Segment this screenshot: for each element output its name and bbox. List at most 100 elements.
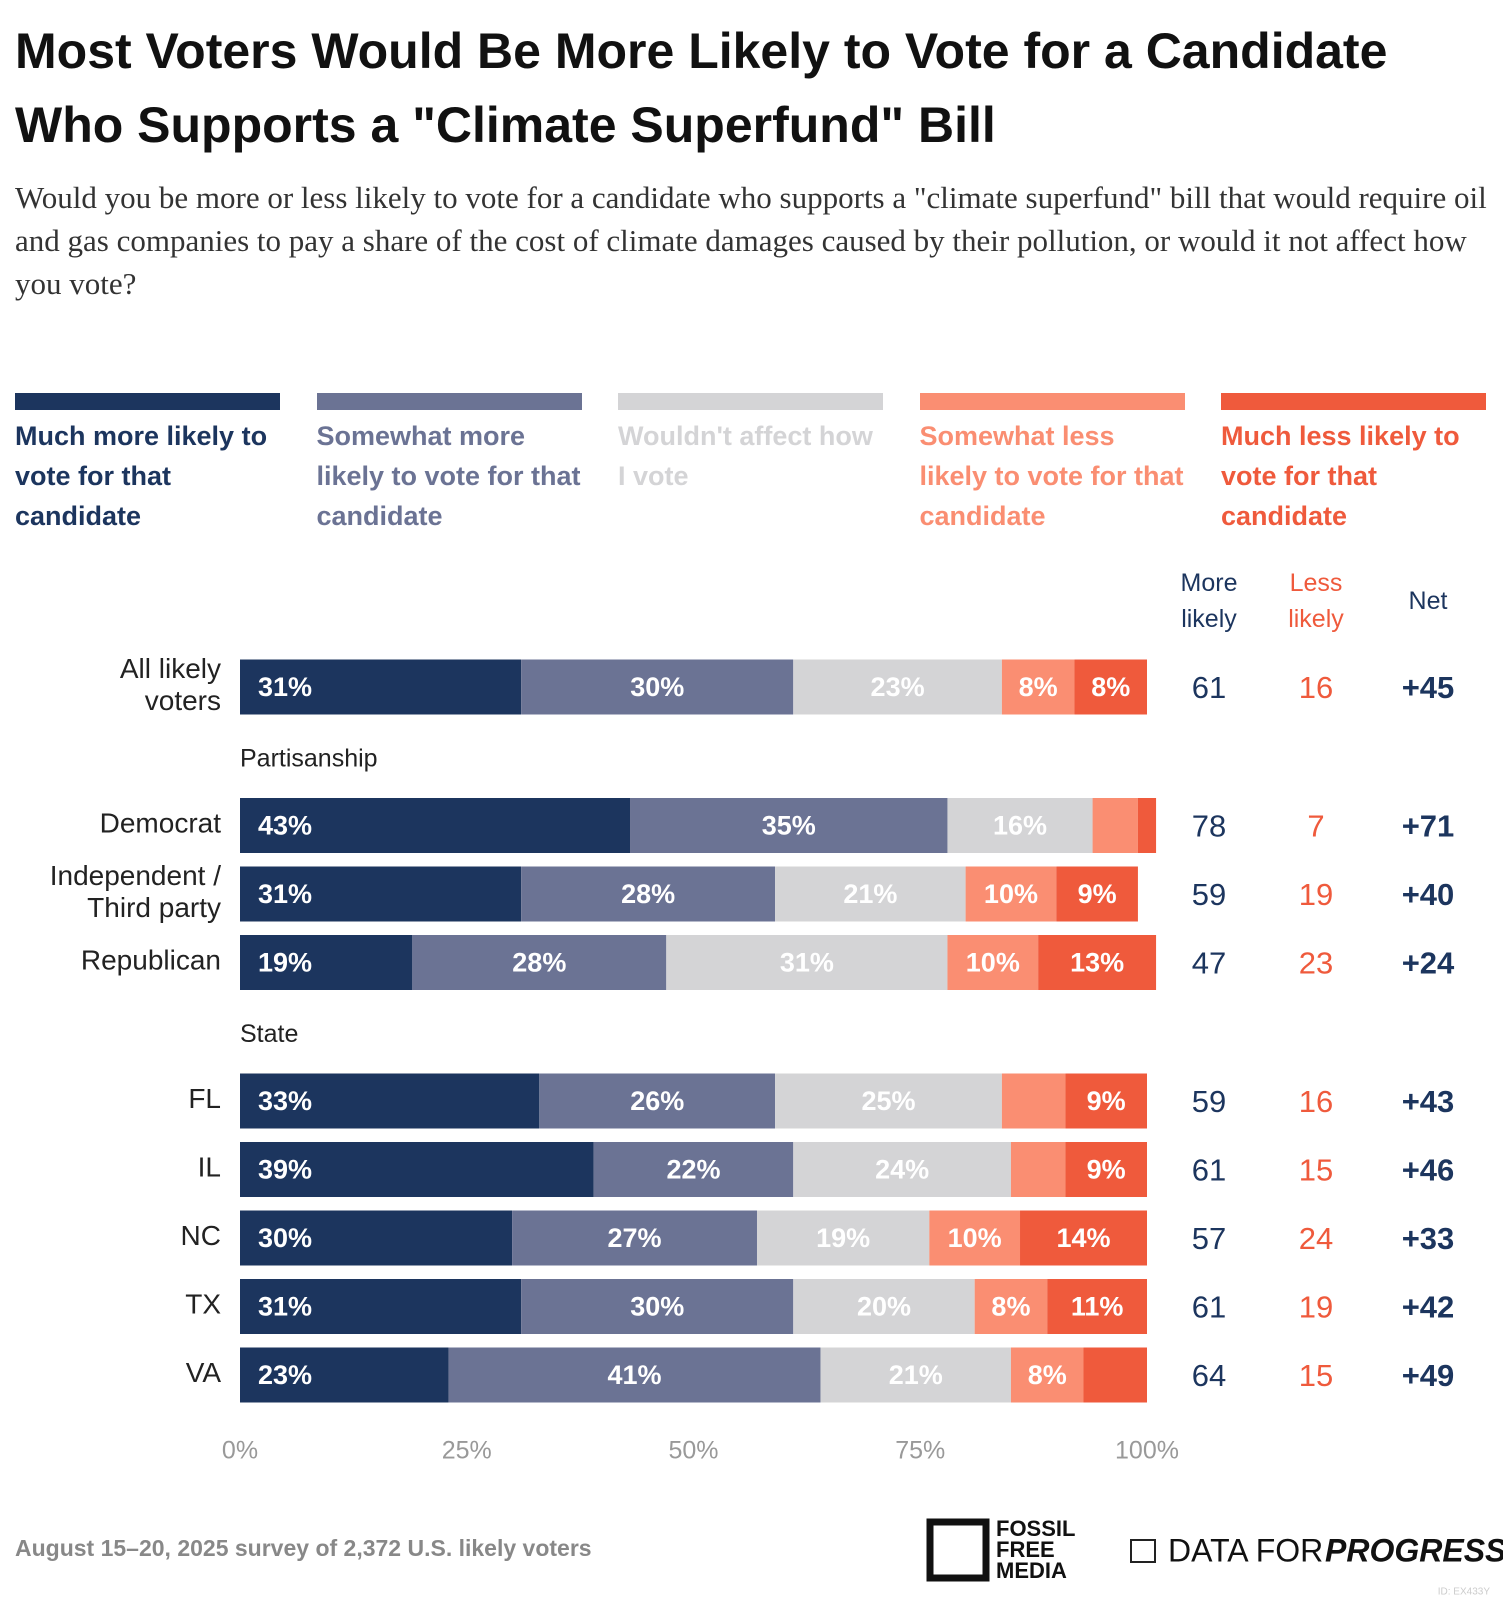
table-value: +46 — [1402, 1153, 1455, 1188]
data-label: 30% — [258, 1223, 312, 1253]
legend-label: Somewhat more likely to vote for that ca… — [316, 421, 581, 531]
data-label: 13% — [1070, 948, 1124, 978]
table-value: 59 — [1192, 877, 1226, 912]
bar-segment — [666, 935, 948, 990]
bar-segment — [1001, 659, 1075, 715]
data-label: 22% — [666, 1155, 720, 1185]
data-label: 8% — [1091, 672, 1130, 702]
bar-segment — [240, 1347, 449, 1403]
legend-label: Wouldn't affect how I vote — [618, 421, 873, 491]
data-label: 31% — [258, 879, 312, 909]
bar-segment — [1056, 866, 1138, 922]
bar-segment — [512, 1210, 757, 1266]
data-label: 31% — [258, 1292, 312, 1322]
data-label: 10% — [966, 948, 1020, 978]
data-label: 39% — [258, 1155, 312, 1185]
y-tick-label: VA — [186, 1357, 222, 1388]
x-tick-label: 100% — [1115, 1437, 1179, 1465]
data-label: 14% — [1056, 1223, 1110, 1253]
bar-segment — [793, 1279, 975, 1334]
bar-segment — [1038, 935, 1157, 990]
bar-segment — [947, 935, 1039, 990]
data-label: 21% — [843, 879, 897, 909]
y-tick-label: FL — [188, 1083, 221, 1114]
x-tick-label: 50% — [668, 1437, 718, 1465]
data-label: 10% — [948, 1223, 1002, 1253]
y-tick-label: IL — [198, 1152, 221, 1183]
data-label: 11% — [1071, 1292, 1124, 1322]
table-value: +42 — [1402, 1290, 1455, 1325]
logo-icon — [1130, 1539, 1156, 1563]
bar-segment — [240, 798, 631, 853]
chart-title: Most Voters Would Be More Likely to Vote… — [15, 23, 1388, 153]
table-value: 47 — [1192, 946, 1226, 981]
table-value: 61 — [1192, 1153, 1226, 1188]
bar-segment — [630, 798, 948, 853]
bar-segment — [929, 1210, 1021, 1266]
y-tick-label: Independent / Third party — [50, 860, 221, 923]
bar-segment — [775, 866, 966, 922]
y-tick-label: Republican — [81, 945, 221, 976]
table-value: 59 — [1192, 1084, 1226, 1119]
legend-item: Somewhat less likely to vote for that ca… — [919, 393, 1185, 536]
bar-segment — [1010, 1142, 1066, 1197]
logo-mark — [926, 1518, 990, 1582]
bar-segment — [1065, 1142, 1147, 1197]
data-label: 27% — [608, 1223, 662, 1253]
legend-swatch — [618, 393, 883, 410]
bar-segment — [240, 659, 522, 715]
table-value: 23 — [1299, 946, 1333, 981]
legend-swatch — [919, 393, 1185, 410]
table-value: 15 — [1299, 1358, 1333, 1393]
data-label: 28% — [621, 879, 675, 909]
legend-swatch — [1221, 393, 1486, 410]
table-value: 61 — [1192, 1290, 1226, 1325]
data-label: 20% — [857, 1292, 911, 1322]
bar-segment — [947, 798, 1093, 853]
table-value: +24 — [1402, 946, 1455, 981]
table-value: 24 — [1299, 1221, 1333, 1256]
logo-text: FOSSIL FREE MEDIA — [996, 1516, 1075, 1583]
bar-segment — [1001, 1073, 1066, 1129]
table-value: +43 — [1402, 1084, 1455, 1119]
bar-segment — [240, 1073, 540, 1129]
data-label: 33% — [258, 1086, 312, 1116]
data-label: 8% — [991, 1292, 1030, 1322]
legend-item: Somewhat more likely to vote for that ca… — [316, 393, 582, 536]
bar-segment — [521, 866, 776, 922]
logo-fossil-free-media: FOSSIL FREE MEDIA — [926, 1516, 1075, 1583]
y-tick-label: NC — [181, 1220, 221, 1251]
section-header: Partisanship — [240, 745, 378, 773]
legend-item: Much more likely to vote for that candid… — [15, 393, 280, 536]
data-label: 23% — [871, 672, 925, 702]
bar-segment — [448, 1347, 821, 1403]
data-label: 19% — [258, 948, 312, 978]
legend-swatch — [15, 393, 280, 410]
table-value: 16 — [1299, 670, 1333, 705]
bar-segment — [965, 866, 1057, 922]
data-label: 43% — [258, 811, 312, 841]
bar-segment — [1092, 798, 1138, 853]
bar-segment — [1020, 1210, 1147, 1266]
section-header: State — [240, 1020, 298, 1048]
data-label: 30% — [630, 1292, 684, 1322]
bar-segment — [412, 935, 667, 990]
data-label: 10% — [984, 879, 1038, 909]
chart-id: ID: EX433Y — [1438, 1587, 1491, 1598]
table-value: +33 — [1402, 1221, 1455, 1256]
bar-segment — [974, 1279, 1048, 1334]
table-value: 61 — [1192, 670, 1226, 705]
logo-text: DATA FOR — [1168, 1532, 1323, 1568]
data-label: 24% — [875, 1155, 929, 1185]
data-label: 8% — [1019, 672, 1058, 702]
data-label: 19% — [816, 1223, 870, 1253]
bar-segment — [756, 1210, 930, 1266]
table-value: 16 — [1299, 1084, 1333, 1119]
legend-label: Much more likely to vote for that candid… — [15, 421, 268, 531]
data-label: 9% — [1078, 879, 1117, 909]
data-label: 31% — [780, 948, 834, 978]
bar-segment — [775, 1073, 1002, 1129]
bar-segment — [240, 1142, 594, 1197]
table-value: +45 — [1402, 670, 1455, 705]
